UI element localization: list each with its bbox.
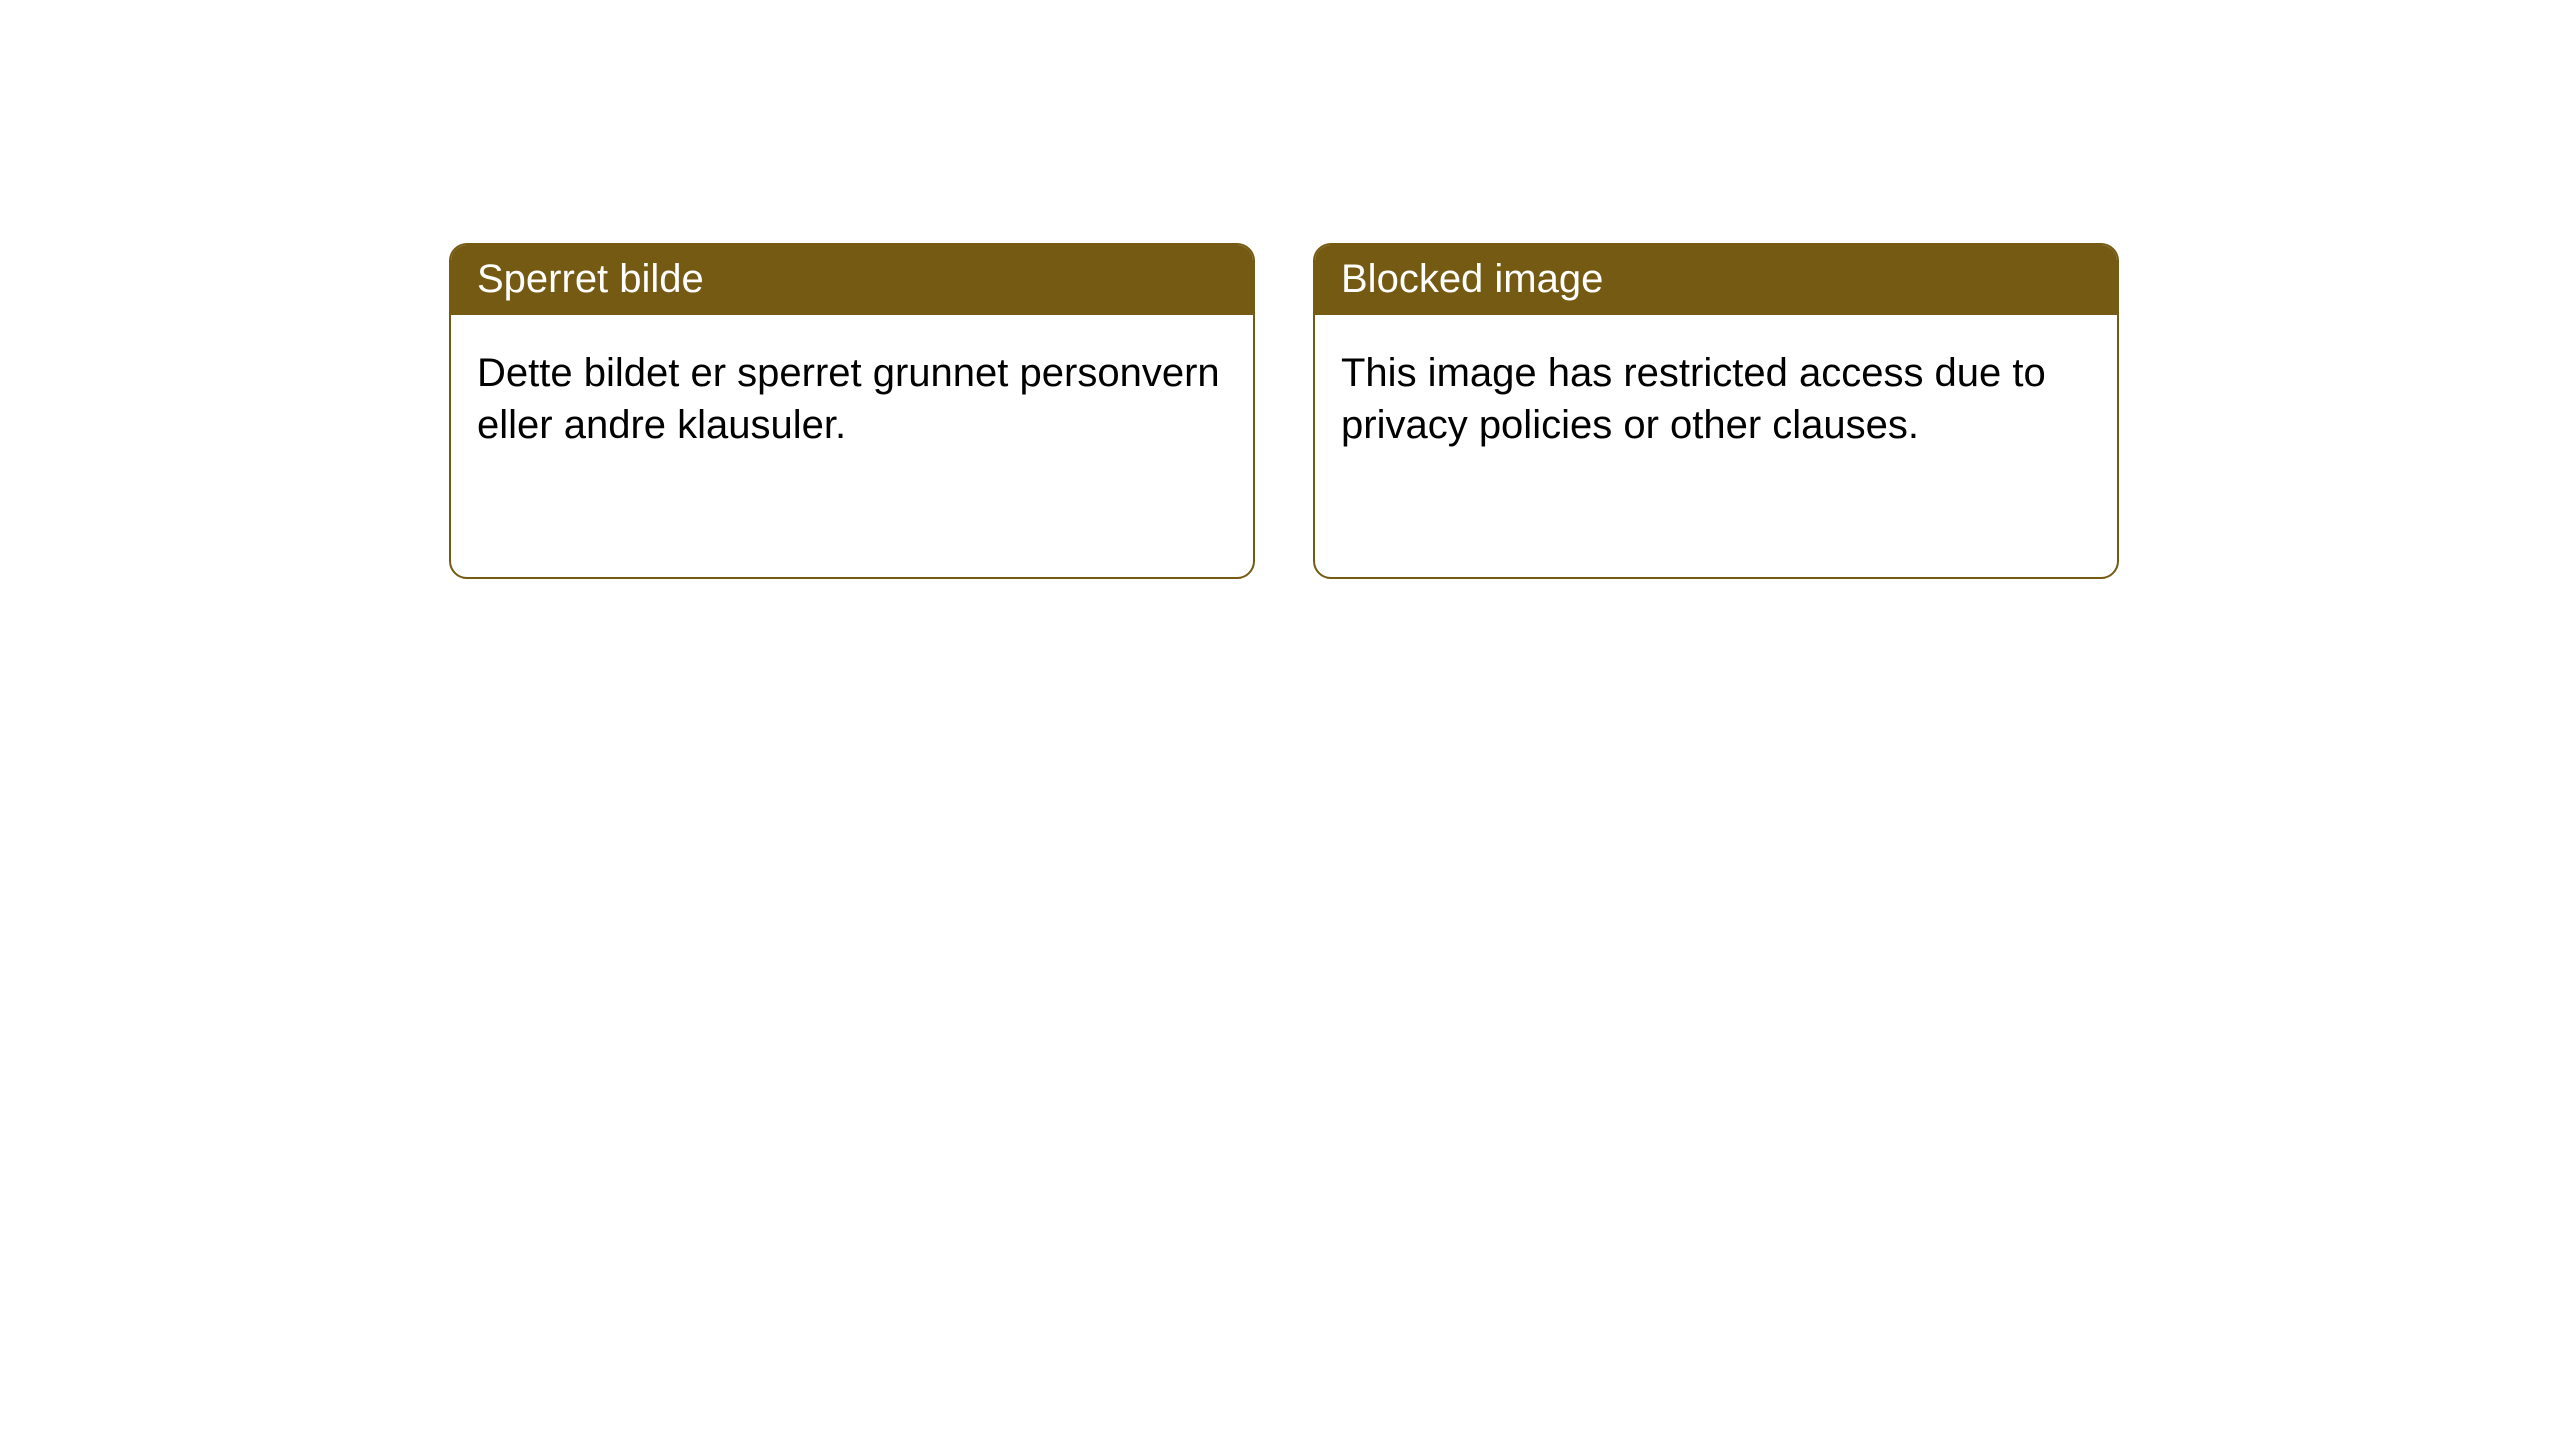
notice-card-norwegian: Sperret bilde Dette bildet er sperret gr… — [449, 243, 1255, 579]
notice-title: Blocked image — [1315, 245, 2117, 315]
notice-body: Dette bildet er sperret grunnet personve… — [451, 315, 1253, 483]
notice-title: Sperret bilde — [451, 245, 1253, 315]
notice-body: This image has restricted access due to … — [1315, 315, 2117, 483]
notice-container: Sperret bilde Dette bildet er sperret gr… — [449, 243, 2119, 579]
notice-card-english: Blocked image This image has restricted … — [1313, 243, 2119, 579]
